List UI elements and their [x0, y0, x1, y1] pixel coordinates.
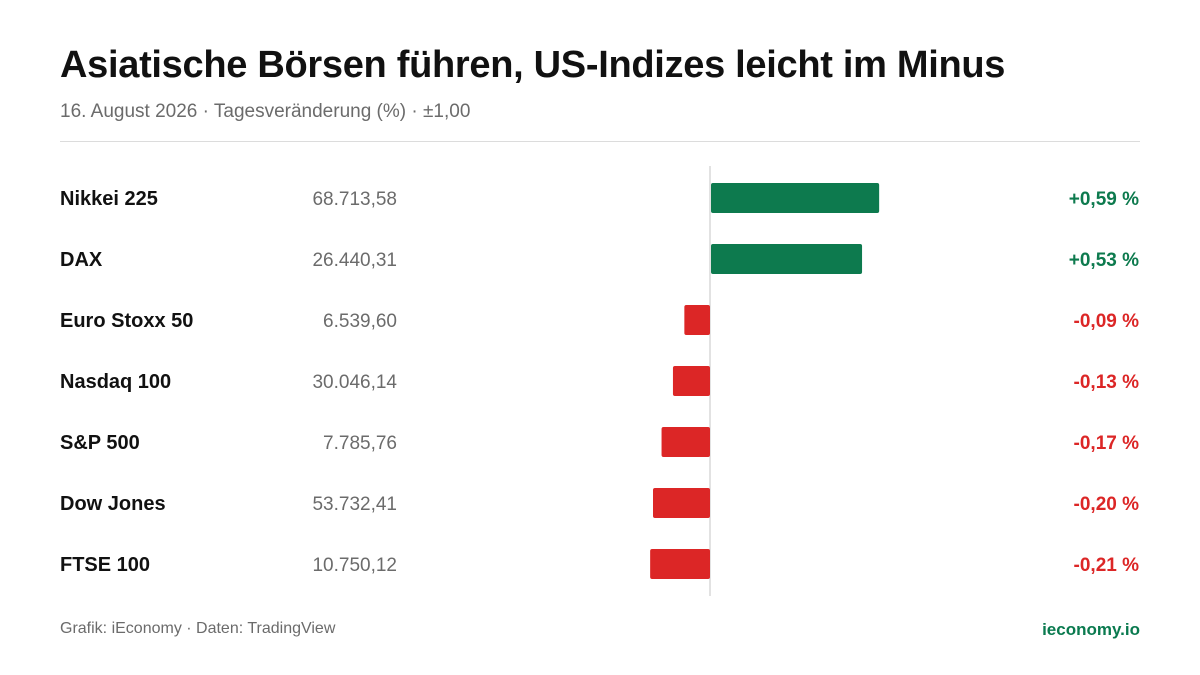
chart-title: Asiatische Börsen führen, US-Indizes lei…	[60, 44, 1006, 86]
value-label: -0,17 %	[1074, 433, 1140, 454]
source-credit: Grafik: iEconomy · Daten: TradingView	[60, 620, 336, 637]
index-level-label: 30.046,14	[312, 372, 397, 393]
category-label: Euro Stoxx 50	[60, 310, 193, 332]
category-label: Dow Jones	[60, 493, 166, 515]
category-label: Nasdaq 100	[60, 371, 171, 393]
value-label: +0,59 %	[1069, 189, 1139, 210]
index-level-label: 7.785,76	[323, 433, 397, 454]
index-level-label: 53.732,41	[312, 494, 397, 515]
bar	[653, 488, 710, 518]
category-label: DAX	[60, 249, 103, 271]
value-label: -0,13 %	[1074, 372, 1140, 393]
category-label: S&P 500	[60, 432, 140, 454]
value-label: +0,53 %	[1069, 250, 1139, 271]
bar	[711, 183, 880, 213]
value-label: -0,21 %	[1074, 555, 1140, 576]
index-level-label: 6.539,60	[323, 311, 397, 332]
bar	[672, 366, 710, 396]
chart-subtitle: 16. August 2026 · Tagesveränderung (%) ·…	[60, 101, 471, 122]
brand-link[interactable]: ieconomy.io	[1042, 620, 1140, 639]
bar	[711, 244, 863, 274]
category-label: Nikkei 225	[60, 188, 158, 210]
bar	[661, 427, 710, 457]
category-label: FTSE 100	[60, 554, 150, 576]
bar	[684, 305, 710, 335]
index-level-label: 10.750,12	[312, 555, 397, 576]
index-level-label: 26.440,31	[312, 250, 397, 271]
value-label: -0,20 %	[1074, 494, 1140, 515]
index-level-label: 68.713,58	[312, 189, 397, 210]
value-label: -0,09 %	[1074, 311, 1140, 332]
bar	[650, 549, 710, 579]
header-divider	[60, 141, 1140, 142]
